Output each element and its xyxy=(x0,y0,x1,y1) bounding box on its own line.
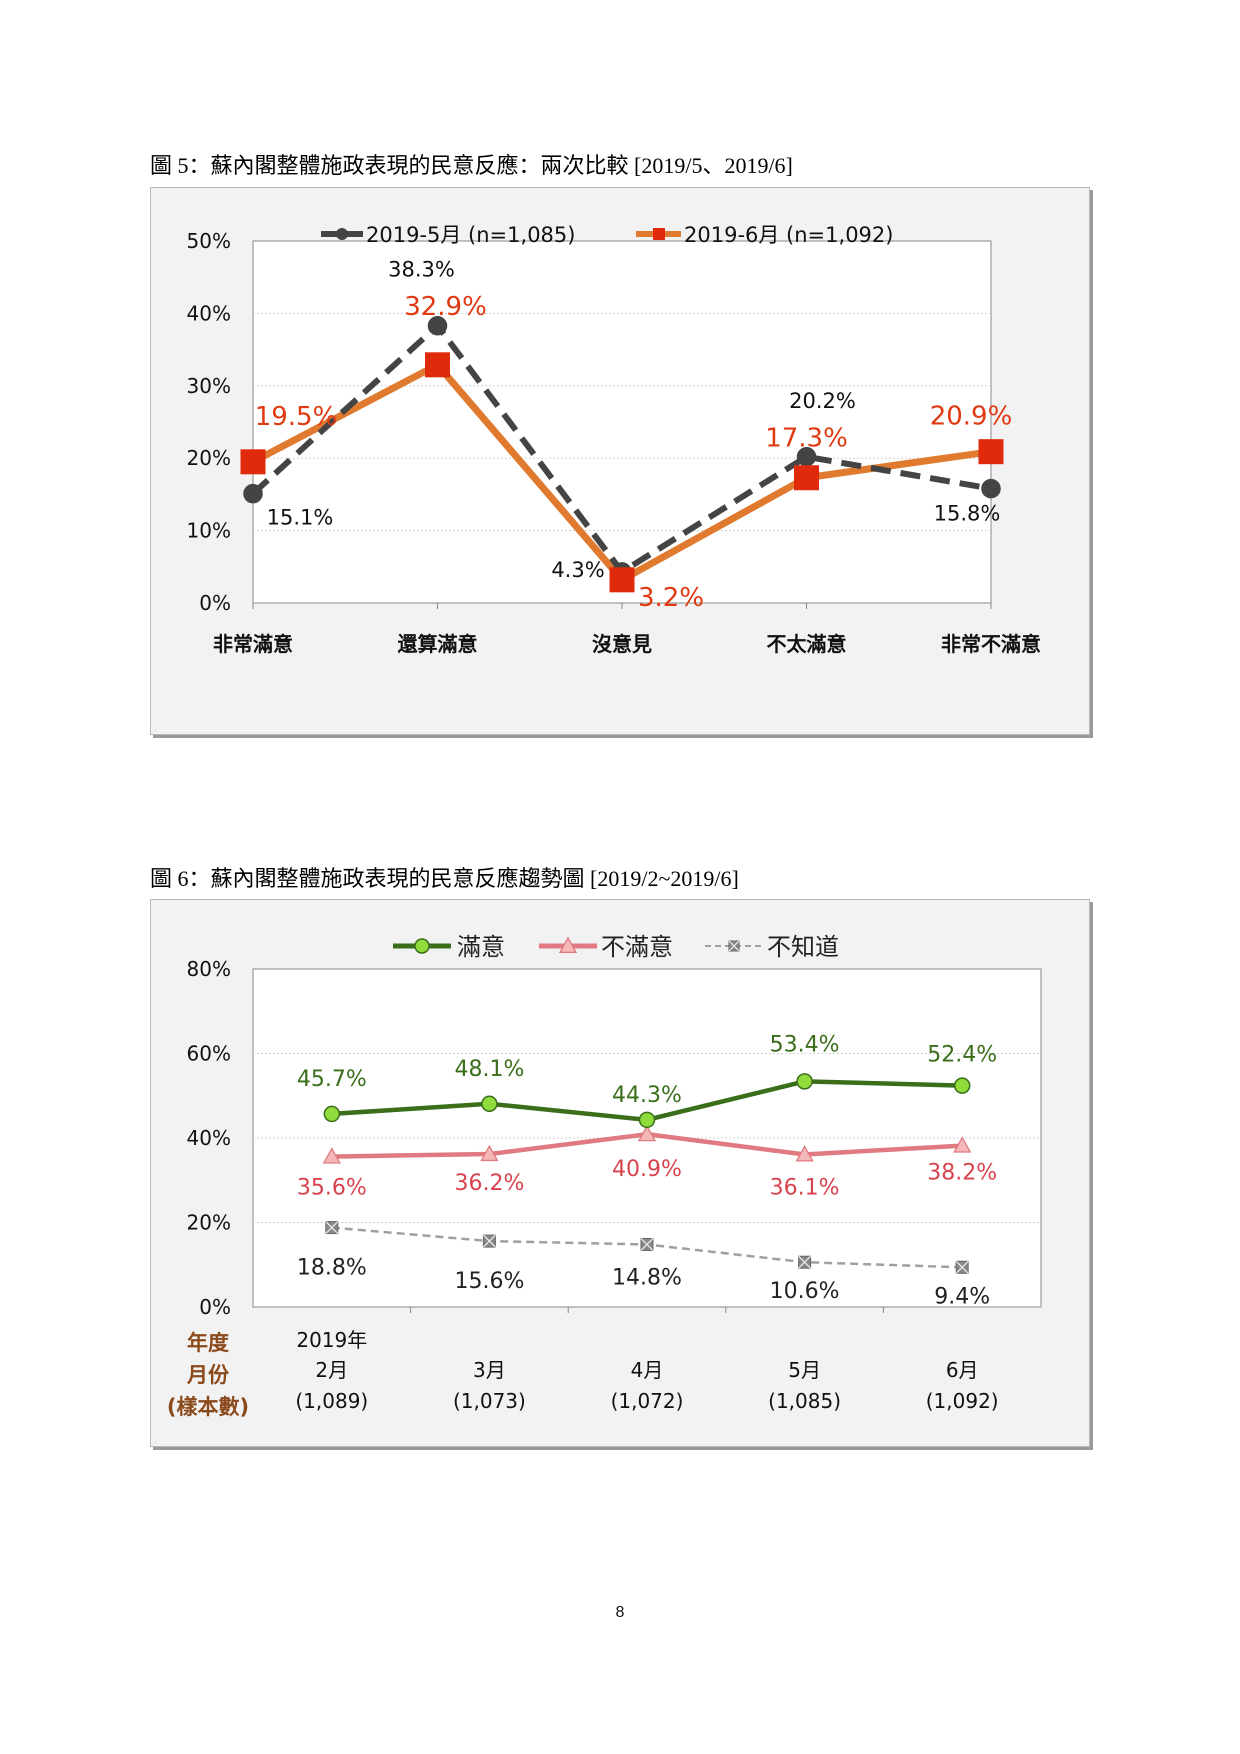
legend-label: 滿意 xyxy=(457,933,505,961)
legend-marker xyxy=(653,228,665,240)
data-label-dissatisfied: 38.2% xyxy=(927,1161,997,1186)
x-tick-n: (1,089) xyxy=(295,1389,368,1413)
point-2019-05 xyxy=(981,478,1001,499)
data-label-dont-know: 15.6% xyxy=(454,1269,524,1294)
point-dont-know xyxy=(325,1221,339,1235)
data-label-2019-06: 3.2% xyxy=(638,583,704,613)
figure-5-chart: 0% 10% 20% 30% 40% 50% 非常滿意 還算滿意 沒意見 不太滿意 非常不滿意 201… xyxy=(187,223,1041,656)
data-label-dissatisfied: 36.1% xyxy=(770,1175,840,1200)
point-2019-06 xyxy=(609,567,635,593)
y-tick-label: 60% xyxy=(187,1042,231,1066)
x-tick-n: (1,085) xyxy=(768,1389,841,1413)
page-number: 8 xyxy=(615,1604,625,1621)
point-dont-know xyxy=(482,1234,496,1248)
x-tick-month: 2月 xyxy=(315,1358,348,1382)
x-tick-label: 還算滿意 xyxy=(398,632,478,656)
data-label-2019-05: 38.3% xyxy=(388,258,455,282)
data-label-2019-05: 15.1% xyxy=(267,506,334,530)
data-label-dont-know: 14.8% xyxy=(612,1265,682,1290)
y-tick-label: 40% xyxy=(187,301,231,325)
point-dissatisfied xyxy=(322,1147,341,1164)
x-tick-label: 沒意見 xyxy=(592,632,652,656)
data-label-satisfied: 44.3% xyxy=(612,1083,682,1108)
y-tick-label: 40% xyxy=(187,1126,231,1150)
point-dissatisfied xyxy=(953,1136,972,1153)
x-tick-month: 5月 xyxy=(788,1358,821,1382)
data-label-2019-06: 17.3% xyxy=(765,424,848,454)
x-tick-month: 6月 xyxy=(946,1358,979,1382)
point-dont-know xyxy=(955,1260,969,1274)
data-label-satisfied: 53.4% xyxy=(770,1032,840,1057)
x-tick-n: (1,072) xyxy=(611,1389,684,1413)
x-tick-label: 非常滿意 xyxy=(213,632,293,656)
data-label-2019-05: 20.2% xyxy=(789,389,856,413)
x-tick-label: 不太滿意 xyxy=(767,632,847,656)
axis-caption: (樣本數) xyxy=(167,1395,249,1419)
y-tick-label: 20% xyxy=(187,1211,231,1235)
data-label-2019-05: 15.8% xyxy=(934,502,1001,526)
data-label-dissatisfied: 40.9% xyxy=(612,1157,682,1182)
data-label-satisfied: 48.1% xyxy=(454,1057,524,1082)
y-tick-label: 80% xyxy=(187,957,231,981)
figure-6-chart-frame: 0% 20% 40% 60% 80% 2019年 2月 (1,089) 3月 (1,073) 4月 (… xyxy=(150,899,1090,1447)
point-2019-06 xyxy=(425,352,450,378)
point-dont-know xyxy=(640,1237,654,1251)
point-satisfied xyxy=(796,1073,813,1090)
figure-6-title: 圖 6：蘇內閣整體施政表現的民意反應趨勢圖 [2019/2~2019/6] xyxy=(150,866,739,891)
point-satisfied xyxy=(638,1111,656,1129)
x-tick-year: 2019年 xyxy=(296,1328,367,1352)
data-label-2019-06: 32.9% xyxy=(404,292,487,322)
x-tick-n: (1,092) xyxy=(926,1389,999,1413)
legend-marker xyxy=(414,938,430,954)
point-dissatisfied xyxy=(480,1144,499,1162)
axis-caption: 年度 xyxy=(187,1331,229,1355)
data-label-dissatisfied: 36.2% xyxy=(454,1171,524,1196)
data-label-satisfied: 52.4% xyxy=(927,1043,997,1068)
data-label-dont-know: 18.8% xyxy=(297,1256,367,1281)
y-tick-label: 10% xyxy=(187,519,231,543)
point-dont-know xyxy=(798,1255,812,1269)
y-tick-label: 20% xyxy=(187,446,231,470)
data-label-2019-06: 20.9% xyxy=(930,402,1013,432)
plot-area xyxy=(252,240,992,604)
figure-5-title: 圖 5：蘇內閣整體施政表現的民意反應：兩次比較 [2019/5、2019/6] xyxy=(150,153,793,178)
x-tick-n: (1,073) xyxy=(453,1389,526,1413)
point-satisfied xyxy=(323,1105,341,1123)
figure-5-chart-frame: 0% 10% 20% 30% 40% 50% 非常滿意 還算滿意 沒意見 不太滿意 非常不滿意 201… xyxy=(150,187,1090,735)
x-tick-label: 非常不滿意 xyxy=(941,632,1041,656)
point-dissatisfied xyxy=(637,1124,657,1142)
point-satisfied xyxy=(953,1077,971,1094)
legend-label: 不知道 xyxy=(767,933,839,961)
axis-caption: 月份 xyxy=(186,1363,230,1387)
point-satisfied xyxy=(481,1095,498,1113)
x-tick-month: 4月 xyxy=(631,1358,664,1382)
y-tick-label: 0% xyxy=(199,591,231,615)
data-label-dont-know: 9.4% xyxy=(934,1284,990,1309)
data-label-dont-know: 10.6% xyxy=(770,1279,840,1304)
point-2019-06 xyxy=(240,449,266,475)
point-2019-06 xyxy=(978,439,1004,465)
legend-marker xyxy=(728,940,740,952)
legend-label: 2019-6月 (n=1,092) xyxy=(684,223,893,247)
legend-label: 2019-5月 (n=1,085) xyxy=(366,223,575,247)
data-label-2019-05: 4.3% xyxy=(551,558,604,582)
legend-marker xyxy=(558,936,578,954)
point-dissatisfied xyxy=(795,1145,814,1162)
y-tick-label: 0% xyxy=(199,1295,231,1319)
y-tick-label: 50% xyxy=(187,229,231,253)
x-tick-month: 3月 xyxy=(473,1358,506,1382)
legend-marker xyxy=(336,228,348,240)
data-label-2019-06: 19.5% xyxy=(255,402,338,432)
data-label-dissatisfied: 35.6% xyxy=(297,1176,367,1201)
figure-6-chart: 0% 20% 40% 60% 80% 2019年 2月 (1,089) 3月 (1,073) 4月 (… xyxy=(167,933,1042,1419)
point-2019-05 xyxy=(243,483,263,504)
y-tick-label: 30% xyxy=(187,374,231,398)
point-2019-06 xyxy=(794,465,819,491)
legend-label: 不滿意 xyxy=(601,933,673,961)
data-label-satisfied: 45.7% xyxy=(297,1067,367,1092)
point-2019-05 xyxy=(427,315,448,336)
